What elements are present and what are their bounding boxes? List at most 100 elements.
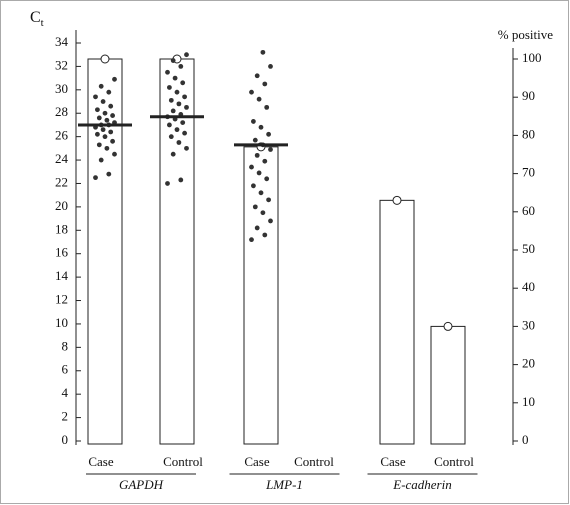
y-tick-label: 32 [55, 57, 68, 72]
ct-dot [180, 120, 186, 125]
ct-dot [106, 171, 112, 177]
ct-dot [264, 176, 270, 182]
ct-dot [112, 76, 117, 82]
y2-tick-label: 80 [522, 126, 535, 141]
y2-tick-label: 90 [522, 88, 535, 103]
ct-dot [104, 145, 110, 151]
ct-dot [165, 69, 170, 75]
ct-dot [251, 119, 256, 124]
ct-dot [110, 113, 115, 118]
y-axis-label: Ct [30, 9, 44, 29]
y2-tick-label: 40 [522, 279, 535, 294]
ct-dot [258, 124, 264, 130]
ct-dot [172, 75, 178, 81]
ct-dot [260, 49, 266, 55]
ct-dot [264, 104, 270, 110]
ct-dot [106, 89, 112, 95]
ct-dot [184, 145, 189, 151]
y-tick-label: 14 [55, 268, 69, 283]
y-tick-label: 26 [55, 128, 69, 143]
ct-dot [165, 181, 170, 186]
ct-dot [96, 115, 102, 121]
y-tick-label: 10 [55, 315, 68, 330]
ct-dot [258, 190, 264, 196]
bar [430, 325, 466, 445]
ct-dot [168, 134, 174, 140]
ct-dot [254, 152, 260, 158]
ct-dot [167, 85, 172, 90]
ct-dot [249, 89, 254, 95]
ct-dot [108, 129, 114, 135]
ct-dot [108, 103, 114, 109]
group-label: E-cadherin [392, 477, 451, 492]
ct-dot [260, 210, 266, 216]
ct-dot [167, 122, 172, 128]
y2-tick-label: 70 [522, 165, 535, 180]
ct-dot [251, 183, 256, 189]
y-tick-label: 28 [55, 104, 68, 119]
ct-dot [93, 175, 98, 181]
x-tick-label: Control [434, 454, 474, 469]
y-label-main: C [30, 9, 41, 26]
y2-tick-label: 100 [522, 50, 542, 65]
ct-dot [254, 73, 260, 79]
y-tick-label: 8 [62, 338, 69, 353]
ct-dot [100, 127, 106, 133]
x-tick-label: Case [244, 454, 270, 469]
bar [243, 146, 279, 445]
y-tick-label: 20 [55, 198, 68, 213]
ct-dot [268, 64, 273, 69]
ct-dot [104, 117, 110, 123]
ct-dot [93, 94, 98, 100]
ct-dot [254, 225, 260, 231]
y-tick-label: 34 [55, 34, 69, 49]
bar-top-marker [100, 54, 110, 64]
ct-dot [176, 140, 182, 145]
y2-tick-label: 30 [522, 317, 535, 332]
bar-top-marker [443, 321, 453, 331]
ct-dot [266, 197, 271, 203]
group-label: LMP-1 [265, 477, 303, 492]
x-tick-label: Case [88, 454, 114, 469]
bar [379, 199, 415, 445]
y2-tick-label: 50 [522, 241, 535, 256]
ct-dot [168, 97, 174, 103]
ct-dot [256, 96, 262, 102]
ct-dot [112, 151, 117, 157]
y2-axis-label: % positive [498, 27, 553, 42]
ct-dot [182, 94, 188, 100]
ct-dot [110, 138, 115, 144]
ct-dot [174, 127, 180, 133]
y-tick-label: 18 [55, 221, 68, 236]
ct-dot [256, 170, 262, 176]
ct-dot [95, 131, 100, 137]
ct-dot [98, 157, 104, 163]
ct-dot [96, 142, 102, 148]
y-label-sub: t [41, 17, 44, 29]
y-tick-label: 2 [62, 409, 69, 424]
ct-dot [266, 131, 271, 137]
ct-dot [170, 58, 176, 63]
ct-dot [98, 83, 104, 89]
y2-tick-label: 20 [522, 356, 535, 371]
ct-dot [100, 99, 106, 104]
y-tick-label: 16 [55, 245, 69, 260]
x-tick-label: Control [163, 454, 203, 469]
ct-dot [176, 101, 182, 107]
ct-dot [249, 164, 254, 170]
ct-dot [170, 151, 176, 157]
ct-dot [178, 177, 184, 183]
ct-dot [170, 108, 176, 114]
y-tick-label: 30 [55, 81, 68, 96]
ct-dot [262, 232, 268, 238]
y-tick-label: 6 [62, 362, 69, 377]
ct-dot [268, 218, 273, 224]
y2-tick-label: 10 [522, 394, 535, 409]
ct-dot [184, 52, 189, 58]
ct-dot [178, 64, 184, 69]
ct-dot [262, 158, 268, 164]
ct-dot [102, 110, 108, 116]
ct-dot [262, 81, 268, 87]
ct-dot [249, 237, 254, 243]
